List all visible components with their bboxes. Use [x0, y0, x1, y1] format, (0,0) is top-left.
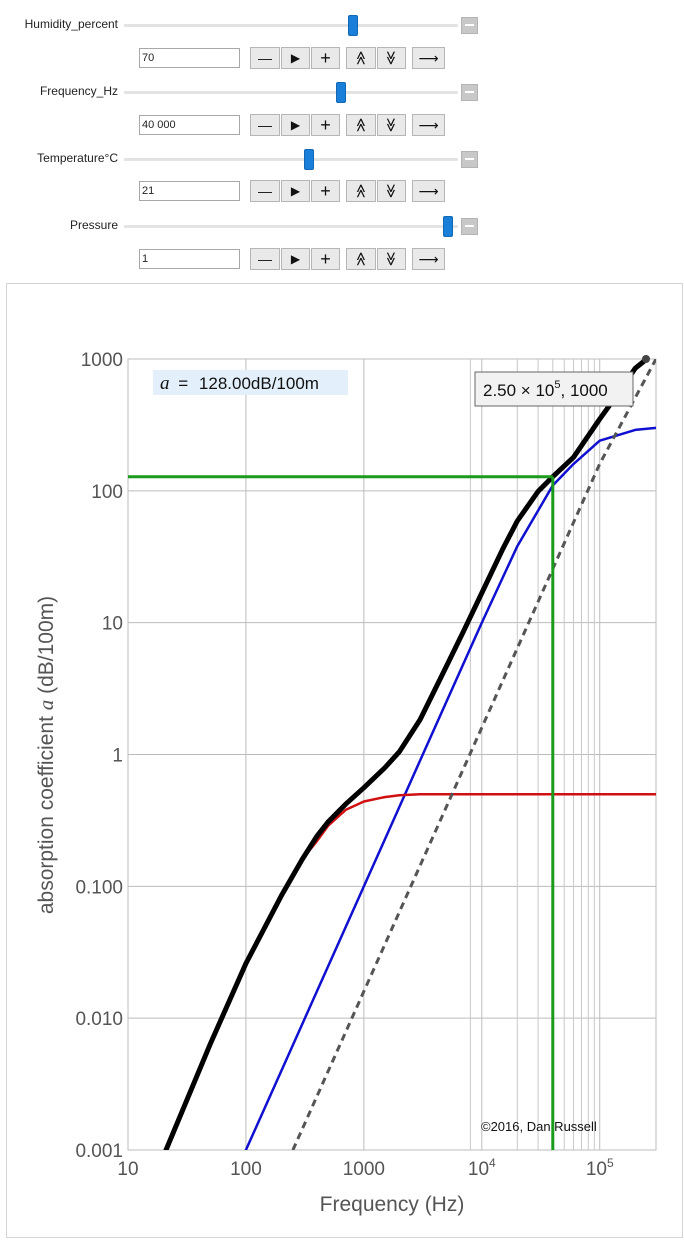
temperature-slider-thumb[interactable]	[303, 149, 314, 170]
x-axis-ticks: 10 100 1000 104 105	[117, 1156, 614, 1180]
temperature-slider[interactable]	[124, 149, 458, 170]
temperature-direction-button[interactable]: ⟶	[412, 180, 445, 202]
humidity-collapse-button[interactable]	[461, 17, 478, 34]
temperature-increment-button[interactable]: +	[311, 180, 340, 202]
plus-icon: +	[320, 181, 331, 201]
pressure-direction-button[interactable]: ⟶	[412, 248, 445, 270]
minus-icon: —	[258, 50, 272, 66]
arrow-right-icon: ⟶	[418, 183, 439, 199]
frequency-input[interactable]	[139, 115, 240, 135]
humidity-direction-button[interactable]: ⟶	[412, 47, 445, 69]
plus-icon: +	[320, 249, 331, 269]
y-tick-label: 10	[102, 614, 123, 635]
play-icon: ▶	[290, 252, 301, 266]
y-tick-label: 0.010	[75, 1009, 123, 1030]
frequency-slider[interactable]	[124, 82, 458, 103]
y-tick-label: 0.001	[75, 1141, 123, 1162]
arrow-right-icon: ⟶	[418, 251, 439, 267]
humidity-input[interactable]	[139, 48, 240, 68]
copyright-text: ©2016, Dan Russell	[481, 1119, 597, 1134]
temperature-slower-button[interactable]: ≫	[377, 180, 406, 202]
x-tick-label: 100	[230, 1159, 262, 1180]
pressure-slider-thumb[interactable]	[443, 216, 454, 237]
frequency-label: Frequency_Hz	[39, 84, 118, 98]
frequency-slower-button[interactable]: ≫	[377, 114, 406, 136]
humidity-slower-button[interactable]: ≫	[377, 47, 406, 69]
x-tick-label: 10	[117, 1159, 138, 1180]
y-axis-label: absorption coefficient a (dB/100m)	[34, 596, 58, 914]
pressure-collapse-button[interactable]	[461, 218, 478, 235]
pressure-input[interactable]	[139, 249, 240, 269]
humidity-slider-thumb[interactable]	[347, 15, 358, 36]
plus-icon: +	[320, 115, 331, 135]
pressure-faster-button[interactable]: ≪	[346, 248, 376, 270]
humidity-faster-button[interactable]: ≪	[346, 47, 376, 69]
y-axis-ticks: 0.001 0.010 0.100 1 10 100 1000	[75, 350, 123, 1162]
frequency-faster-button[interactable]: ≪	[346, 114, 376, 136]
pressure-play-button[interactable]: ▶	[281, 248, 310, 270]
temperature-collapse-button[interactable]	[461, 151, 478, 168]
minus-icon: —	[258, 183, 272, 199]
x-tick-label: 1000	[343, 1159, 385, 1180]
series-layer	[163, 359, 656, 1150]
humidity-label: Humidity_percent	[24, 17, 118, 31]
arrow-right-icon: ⟶	[418, 117, 439, 133]
temperature-label: Temperature°C	[37, 151, 118, 165]
humidity-decrement-button[interactable]: —	[250, 47, 280, 69]
coordinate-tooltip-text: 2.50 × 105, 1000	[483, 379, 608, 400]
temperature-play-button[interactable]: ▶	[281, 180, 310, 202]
coordinate-tooltip	[474, 371, 634, 407]
pressure-slower-button[interactable]: ≫	[377, 248, 406, 270]
frequency-play-button[interactable]: ▶	[281, 114, 310, 136]
x-axis-label: Frequency (Hz)	[320, 1193, 465, 1216]
temperature-faster-button[interactable]: ≪	[346, 180, 376, 202]
humidity-increment-button[interactable]: +	[311, 47, 340, 69]
y-tick-label: 1000	[81, 350, 123, 371]
y-tick-label: 0.100	[75, 877, 123, 898]
readout-text: a = 128.00dB/100m	[160, 373, 319, 394]
x-tick-label: 105	[586, 1156, 614, 1180]
series-line	[244, 426, 656, 1150]
humidity-play-button[interactable]: ▶	[281, 47, 310, 69]
play-icon: ▶	[290, 118, 301, 132]
pressure-label: Pressure	[69, 218, 118, 232]
frequency-slider-thumb[interactable]	[336, 82, 347, 103]
x-tick-label: 104	[468, 1156, 496, 1180]
frequency-collapse-button[interactable]	[461, 84, 478, 101]
pressure-increment-button[interactable]: +	[311, 248, 340, 270]
play-icon: ▶	[290, 184, 301, 198]
y-tick-label: 100	[91, 482, 123, 503]
play-icon: ▶	[290, 51, 301, 65]
y-tick-label: 1	[112, 746, 123, 767]
marker-layer	[128, 475, 555, 1150]
minus-icon: —	[258, 251, 272, 267]
endpoint-marker	[642, 355, 650, 363]
frequency-direction-button[interactable]: ⟶	[412, 114, 445, 136]
arrow-right-icon: ⟶	[418, 50, 439, 66]
temperature-decrement-button[interactable]: —	[250, 180, 280, 202]
frequency-decrement-button[interactable]: —	[250, 114, 280, 136]
minus-icon: —	[258, 117, 272, 133]
pressure-slider[interactable]	[124, 216, 458, 237]
plus-icon: +	[320, 48, 331, 68]
frequency-increment-button[interactable]: +	[311, 114, 340, 136]
pressure-decrement-button[interactable]: —	[250, 248, 280, 270]
humidity-slider[interactable]	[124, 15, 458, 36]
series-line	[291, 359, 656, 1150]
series-line	[163, 359, 650, 1150]
readout-box	[153, 370, 348, 395]
temperature-input[interactable]	[139, 181, 240, 201]
